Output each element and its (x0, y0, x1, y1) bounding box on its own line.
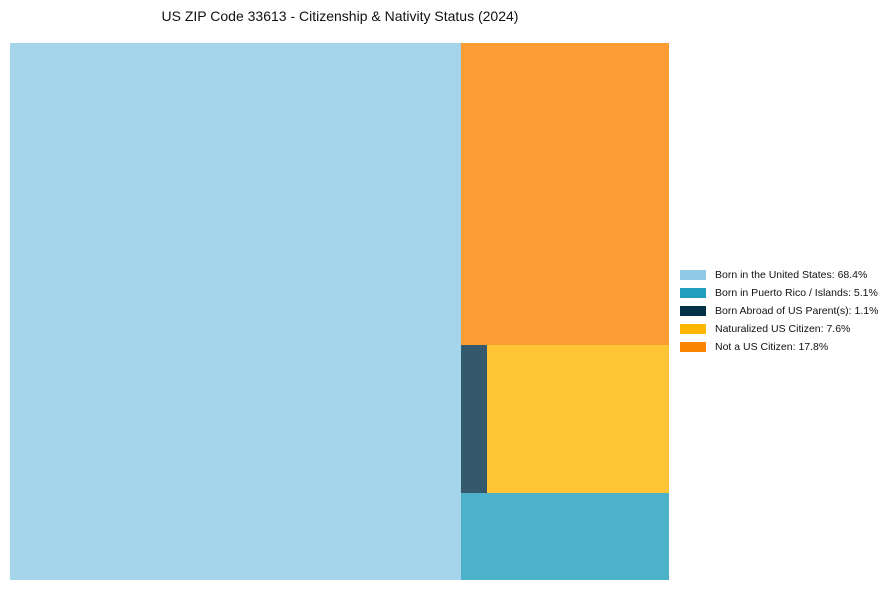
legend-item-naturalized-citizen: Naturalized US Citizen: 7.6% (680, 320, 878, 338)
legend-label: Born in Puerto Rico / Islands: 5.1% (715, 287, 878, 299)
legend-label: Not a US Citizen: 17.8% (715, 341, 829, 353)
legend-swatch (680, 270, 706, 280)
tile-born-puerto-rico (460, 493, 669, 580)
legend-label: Born in the United States: 68.4% (715, 269, 868, 281)
legend-item-born-in-us: Born in the United States: 68.4% (680, 266, 878, 284)
legend-item-not-us-citizen: Not a US Citizen: 17.8% (680, 338, 878, 356)
chart-title: US ZIP Code 33613 - Citizenship & Nativi… (161, 8, 519, 24)
legend-item-born-puerto-rico: Born in Puerto Rico / Islands: 5.1% (680, 284, 878, 302)
legend-label: Born Abroad of US Parent(s): 1.1% (715, 305, 879, 317)
legend-swatch (680, 306, 706, 316)
legend-swatch (680, 288, 706, 298)
tile-born-in-us (10, 43, 461, 580)
legend-swatch (680, 342, 706, 352)
chart-legend: Born in the United States: 68.4% Born in… (680, 266, 878, 356)
tile-born-abroad-us-parents (460, 345, 488, 494)
legend-label: Naturalized US Citizen: 7.6% (715, 323, 851, 335)
legend-item-born-abroad-us-parents: Born Abroad of US Parent(s): 1.1% (680, 302, 878, 320)
tile-not-us-citizen (460, 43, 669, 346)
tile-naturalized-citizen (487, 345, 669, 494)
treemap-plot-area (10, 43, 669, 580)
legend-swatch (680, 324, 706, 334)
